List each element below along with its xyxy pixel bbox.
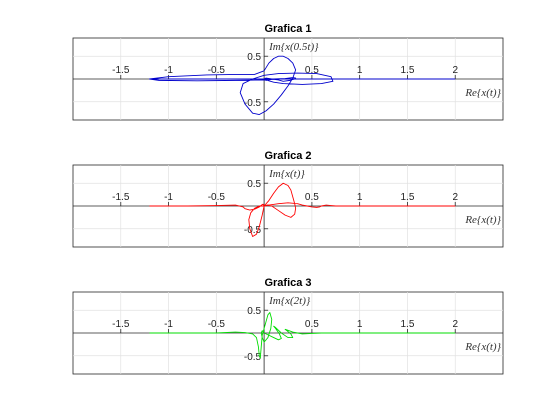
y-axis-label-2: Im{x(t)}	[268, 168, 305, 180]
chart-title-3: Grafica 3	[264, 277, 311, 289]
x-tick-label: 0.5	[305, 319, 319, 330]
x-tick-label: 1.5	[400, 65, 414, 76]
x-tick-label: -1.5	[112, 319, 130, 330]
x-tick-label: -1.5	[112, 65, 130, 76]
x-tick-label: 1	[357, 65, 363, 76]
chart-3: -1.5 -1 -0.5 0.5 1 1.5 2 0.5 -0.5 Grafica 3 Im{x(2…	[72, 277, 504, 375]
y-tick-label: 0.5	[247, 179, 261, 190]
y-tick-label: 0.5	[247, 52, 261, 63]
x-tick-label: 1	[357, 319, 363, 330]
y-tick-label: 0.5	[247, 306, 261, 317]
y-tick-label: -0.5	[244, 352, 262, 363]
x-axis-label-2: Re{x(t)}	[464, 214, 501, 226]
x-tick-label: 1.5	[400, 319, 414, 330]
chart-1: -1.5 -1 -0.5 0.5 1 1.5 2 0.5 -0.5 Grafica 1 Im{x(0…	[72, 23, 504, 121]
y-axis-label-3: Im{x(2t)}	[268, 295, 311, 307]
x-axis-label-3: Re{x(t)}	[464, 341, 501, 353]
x-tick-label: -0.5	[208, 192, 226, 203]
x-tick-label: 2	[452, 65, 458, 76]
series-line-3	[149, 312, 456, 359]
x-tick-label: -1	[164, 319, 173, 330]
y-tick-label: -0.5	[244, 225, 262, 236]
chart-title-2: Grafica 2	[264, 150, 311, 162]
x-tick-label: 1	[357, 192, 363, 203]
x-axis-label-1: Re{x(t)}	[464, 87, 501, 99]
x-tick-label: -1	[164, 65, 173, 76]
series-line-2	[149, 182, 456, 237]
y-tick-label: -0.5	[244, 98, 262, 109]
y-axis-label-1: Im{x(0.5t)}	[268, 41, 319, 53]
x-tick-label: 0.5	[305, 192, 319, 203]
x-tick-label: 1.5	[400, 192, 414, 203]
x-tick-label: 2	[452, 319, 458, 330]
chart-title-1: Grafica 1	[264, 23, 311, 35]
x-tick-label: -0.5	[208, 319, 226, 330]
x-tick-label: -0.5	[208, 65, 226, 76]
x-tick-label: 0.5	[305, 65, 319, 76]
series-line-1	[148, 55, 456, 115]
x-tick-label: -1.5	[112, 192, 130, 203]
x-tick-label: 2	[452, 192, 458, 203]
x-tick-label: -1	[164, 192, 173, 203]
chart-2: -1.5 -1 -0.5 0.5 1 1.5 2 0.5 -0.5 Grafica 2 Im{x(t…	[72, 150, 504, 248]
